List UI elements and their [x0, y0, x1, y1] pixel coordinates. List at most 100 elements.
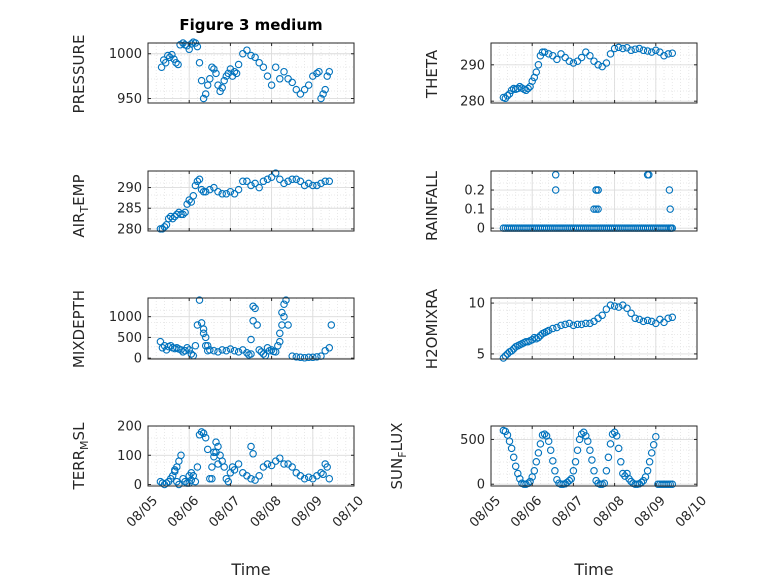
data-point — [590, 467, 598, 475]
data-point — [251, 476, 259, 484]
data-point — [187, 40, 196, 48]
data-point — [276, 337, 284, 346]
data-point — [668, 49, 677, 57]
data-point — [193, 463, 202, 471]
data-point — [549, 51, 557, 60]
data-point — [280, 67, 288, 76]
axes-box — [147, 42, 355, 104]
data-point — [551, 186, 560, 194]
data-point — [631, 45, 639, 53]
data-point — [208, 474, 216, 483]
data-point — [179, 210, 187, 219]
data-point — [501, 427, 510, 436]
data-point — [193, 177, 202, 186]
data-point — [309, 353, 317, 362]
data-point — [325, 177, 334, 186]
data-point — [174, 60, 182, 69]
data-point — [177, 210, 185, 219]
data-point — [551, 171, 560, 179]
data-point — [664, 314, 672, 323]
y-tick-label: 10 — [468, 297, 485, 312]
data-point — [300, 474, 309, 483]
data-point — [553, 323, 561, 332]
y-axis-label-pressure: PRESSURE — [70, 35, 88, 114]
data-point — [606, 50, 615, 58]
data-point — [652, 319, 660, 328]
data-point — [582, 319, 590, 328]
data-point — [218, 84, 226, 92]
data-point — [660, 318, 668, 327]
data-point — [520, 480, 528, 488]
data-point — [234, 185, 243, 194]
data-point — [664, 50, 672, 58]
data-point — [271, 63, 280, 71]
data-point — [664, 480, 672, 488]
data-point — [635, 315, 644, 324]
data-point — [505, 90, 514, 98]
data-point — [288, 463, 296, 471]
data-point — [509, 453, 518, 462]
panel-air-temp: AIRTEMP 280 285 290 — [70, 169, 355, 238]
data-point — [199, 429, 208, 438]
data-point — [278, 308, 286, 317]
y-axis-label-air-temp: AIRTEMP — [70, 174, 91, 237]
data-point — [598, 311, 606, 320]
data-point — [255, 58, 263, 67]
data-point — [647, 449, 656, 457]
y-tick-label: 0 — [477, 222, 485, 237]
data-point — [249, 302, 257, 311]
data-point — [214, 460, 222, 468]
y-tick-label: 5 — [477, 347, 485, 362]
data-point — [534, 449, 543, 457]
y-tick-label: 1000 — [109, 47, 142, 62]
y-tick-label: 290 — [460, 58, 485, 73]
y-axis-label-rainfall: RAINFALL — [423, 170, 441, 241]
data-point — [325, 474, 334, 483]
data-point — [210, 65, 218, 73]
data-point — [505, 437, 514, 445]
data-point — [577, 53, 586, 62]
data-point — [623, 304, 631, 312]
data-point — [507, 347, 516, 355]
y-tick-label: 200 — [117, 420, 142, 435]
data-point — [323, 463, 331, 471]
data-point — [569, 467, 578, 475]
data-point — [282, 296, 290, 304]
y-axis-label-mixdepth: MIXDEPTH — [70, 290, 88, 368]
data-point — [263, 175, 272, 184]
data-point — [536, 440, 545, 448]
data-point — [267, 461, 276, 470]
data-point — [635, 44, 644, 53]
y-tick-label: 100 — [117, 449, 142, 464]
data-series — [156, 296, 336, 362]
data-point — [255, 346, 263, 354]
data-point — [214, 187, 222, 196]
data-point — [197, 428, 206, 436]
data-point — [660, 51, 668, 60]
data-point — [631, 314, 639, 323]
data-point — [321, 85, 329, 94]
data-series — [156, 169, 334, 233]
data-point — [592, 205, 600, 213]
data-point — [243, 349, 251, 357]
data-point — [565, 476, 574, 485]
data-point — [612, 432, 621, 440]
data-point — [602, 467, 611, 475]
data-point — [639, 317, 648, 326]
data-point — [263, 72, 272, 80]
data-point — [304, 353, 313, 362]
data-point — [191, 341, 200, 350]
data-point — [643, 47, 652, 55]
data-point — [551, 467, 559, 475]
data-point — [271, 169, 280, 177]
data-point — [168, 50, 176, 59]
data-point — [276, 329, 284, 338]
panel-pressure: Figure 3 medium PRESSURE 950 1000 — [70, 16, 355, 114]
data-point — [319, 470, 327, 479]
data-point — [251, 53, 259, 62]
data-point — [610, 302, 619, 310]
y-tick-label: 0.1 — [464, 203, 485, 218]
data-point — [643, 316, 652, 325]
data-point — [569, 59, 578, 67]
data-point — [216, 87, 224, 96]
